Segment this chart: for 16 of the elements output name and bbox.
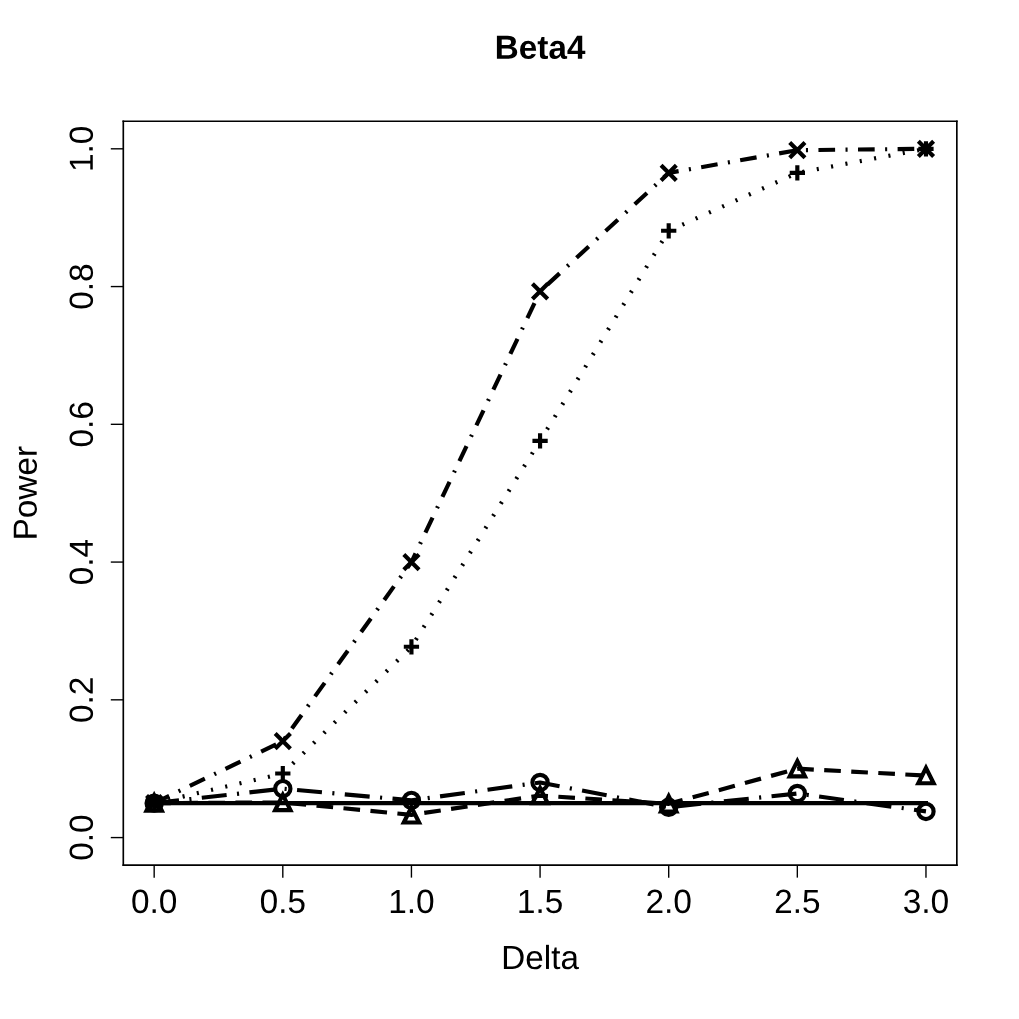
- x-tick-label: 0.0: [132, 889, 177, 914]
- x-tick-label: 1.5: [519, 889, 562, 914]
- y-tick-label: 1.0: [69, 126, 94, 170]
- chart-title: Beta4: [496, 35, 586, 60]
- x-tick-label: 3.0: [904, 889, 948, 914]
- x-axis-title: Delta: [503, 944, 579, 970]
- y-tick-label: 0.6: [69, 402, 94, 447]
- y-axis-title: Power: [13, 446, 38, 538]
- x-tick-label: 0.5: [260, 889, 305, 914]
- x-tick-label: 2.5: [775, 889, 820, 914]
- x-tick-label: 1.0: [390, 889, 434, 914]
- y-tick-label: 0.8: [69, 264, 94, 309]
- y-tick-label: 0.2: [69, 678, 94, 722]
- x-tick-label: 2.0: [647, 889, 691, 914]
- y-tick-label: 0.0: [69, 815, 94, 860]
- y-tick-label: 0.4: [69, 539, 94, 584]
